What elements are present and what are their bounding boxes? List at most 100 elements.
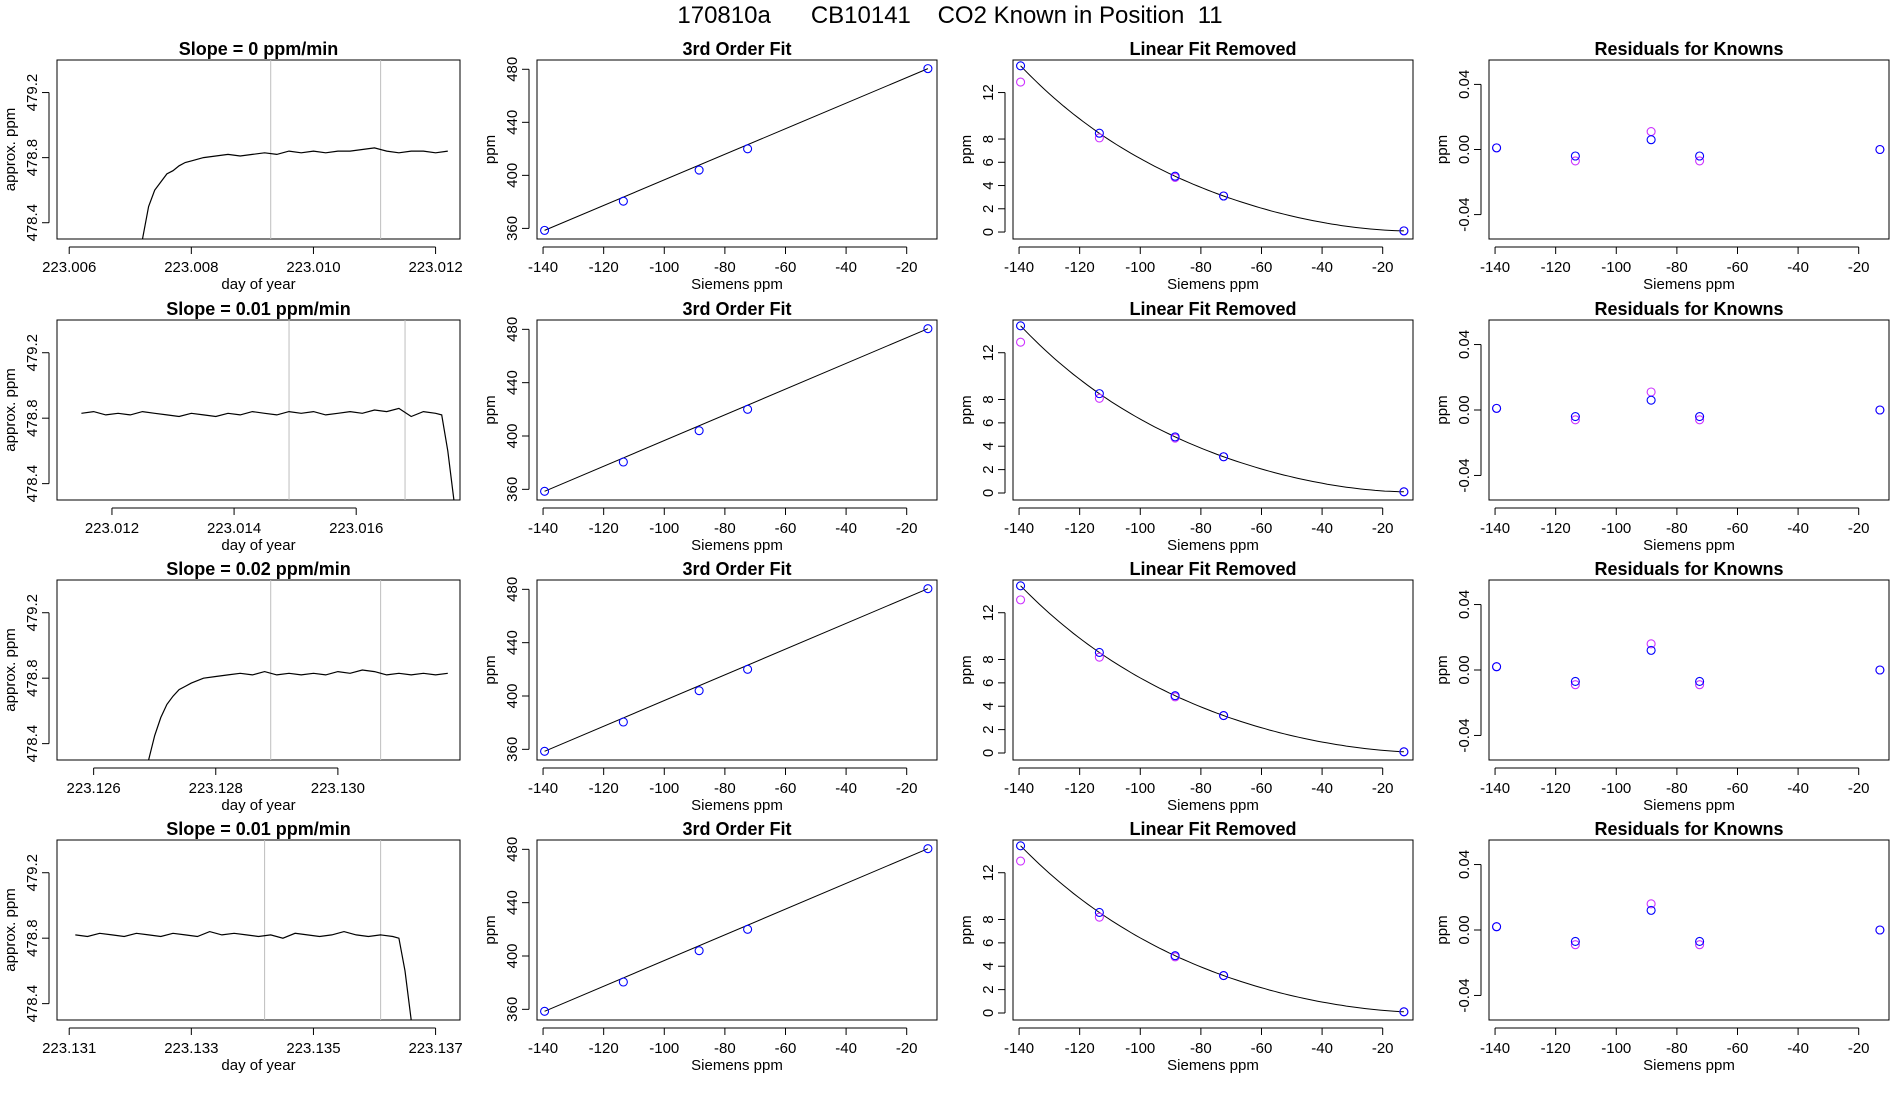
plot-area (1492, 899, 1885, 950)
panel-1-3: Linear Fit Removed -140 -120 -100 -80 -60 -40 -… (958, 39, 1414, 293)
x-tick-label: -60 (1727, 259, 1749, 276)
data-point (1646, 135, 1656, 145)
plot-area (148, 580, 448, 760)
x-tick-label: 223.135 (286, 1040, 340, 1057)
y-tick-label: 6 (980, 939, 997, 947)
x-tick-label: 223.128 (189, 780, 243, 797)
y-tick-label: 2 (980, 205, 997, 213)
data-point (923, 844, 933, 854)
x-tick-label: -60 (1251, 259, 1273, 276)
series-line (148, 669, 448, 760)
y-tick-label: 4 (980, 702, 997, 710)
x-tick-label: -80 (1666, 259, 1688, 276)
x-tick-label: -140 (1004, 1040, 1034, 1057)
x-tick-label: -100 (1601, 780, 1631, 797)
y-tick-label: 478.8 (24, 659, 41, 697)
plot-frame (536, 839, 938, 1021)
x-axis-label: Siemens ppm (691, 797, 783, 814)
x-tick-label: -60 (775, 259, 797, 276)
x-tick-label: -60 (1727, 520, 1749, 537)
plot-area (540, 584, 933, 756)
x-tick-label: 223.008 (164, 259, 218, 276)
y-tick-label: 6 (980, 419, 997, 427)
data-point (618, 457, 628, 467)
x-tick-label: -140 (1480, 780, 1510, 797)
x-tick-label: -20 (896, 520, 918, 537)
x-tick-label: 223.137 (408, 1040, 462, 1057)
x-tick-label: 223.012 (408, 259, 462, 276)
y-tick-label: 480 (504, 577, 521, 602)
series-line (141, 147, 448, 239)
y-tick-label: 0.00 (1456, 395, 1473, 424)
x-tick-label: -40 (835, 1040, 857, 1057)
y-tick-label: 440 (504, 370, 521, 395)
x-tick-label: -60 (1727, 1040, 1749, 1057)
x-tick-label: -120 (589, 1040, 619, 1057)
fit-curve (1020, 845, 1404, 1013)
plot-frame (1012, 59, 1414, 240)
y-tick-label: 478.8 (24, 399, 41, 437)
x-tick-label: -120 (1541, 259, 1571, 276)
panel-1-1: Slope = 0 ppm/min 223.006 223.008 223.010 22… (2, 39, 463, 293)
plot-area (75, 840, 412, 1020)
x-tick-label: -60 (775, 780, 797, 797)
data-point (618, 717, 628, 727)
reference-point (1094, 652, 1104, 662)
data-point (923, 584, 933, 594)
panel-title: Slope = 0.02 ppm/min (166, 559, 351, 579)
reference-point (1646, 899, 1656, 909)
plot-area (1016, 61, 1409, 236)
plot-area (1016, 581, 1409, 757)
x-axis-label: Siemens ppm (1643, 276, 1735, 293)
x-tick-label: -60 (1727, 780, 1749, 797)
data-point (1875, 144, 1885, 155)
data-point (1875, 665, 1885, 675)
x-tick-label: -100 (649, 259, 679, 276)
x-tick-label: -120 (1065, 1040, 1095, 1057)
x-tick-label: -80 (1190, 259, 1212, 276)
data-point (1695, 411, 1705, 422)
x-tick-label: -20 (1848, 780, 1870, 797)
y-tick-label: 2 (980, 725, 997, 733)
panel-title: Residuals for Knowns (1594, 39, 1783, 59)
y-axis-label: approx. ppm (2, 628, 19, 711)
series-line (81, 407, 455, 500)
y-tick-label: -0.04 (1456, 197, 1473, 231)
reference-point (1016, 77, 1026, 87)
x-tick-label: -40 (1787, 780, 1809, 797)
x-tick-label: -80 (1190, 1040, 1212, 1057)
panel-title: Slope = 0.01 ppm/min (166, 819, 351, 839)
y-tick-label: 440 (504, 110, 521, 135)
y-tick-label: 12 (980, 864, 997, 881)
x-axis-label: Siemens ppm (1643, 1057, 1735, 1074)
x-tick-label: -140 (1480, 259, 1510, 276)
data-point (1646, 645, 1656, 655)
x-tick-label: -120 (1541, 780, 1571, 797)
data-point (1170, 432, 1180, 442)
x-axis-label: Siemens ppm (1643, 797, 1735, 814)
y-tick-label: 0.00 (1456, 915, 1473, 944)
x-axis-label: Siemens ppm (1643, 537, 1735, 554)
y-tick-label: 8 (980, 915, 997, 923)
x-axis-label: Siemens ppm (1167, 537, 1259, 554)
y-tick-label: 4 (980, 962, 997, 970)
series-line (75, 930, 412, 1020)
data-point (1016, 581, 1026, 591)
data-point (1016, 61, 1026, 71)
y-tick-label: 8 (980, 135, 997, 143)
plot-area (1016, 321, 1409, 497)
data-point (1570, 411, 1580, 422)
data-point (743, 404, 753, 414)
x-tick-label: -40 (1787, 259, 1809, 276)
reference-point (1646, 387, 1656, 397)
x-tick-label: -120 (1065, 259, 1095, 276)
data-point (1170, 171, 1180, 181)
y-tick-label: 8 (980, 395, 997, 403)
data-point (1094, 907, 1104, 918)
plot-area (141, 60, 448, 239)
x-tick-label: -40 (835, 520, 857, 537)
reference-point (1094, 912, 1104, 922)
data-point (1016, 841, 1026, 851)
data-point (743, 144, 753, 154)
